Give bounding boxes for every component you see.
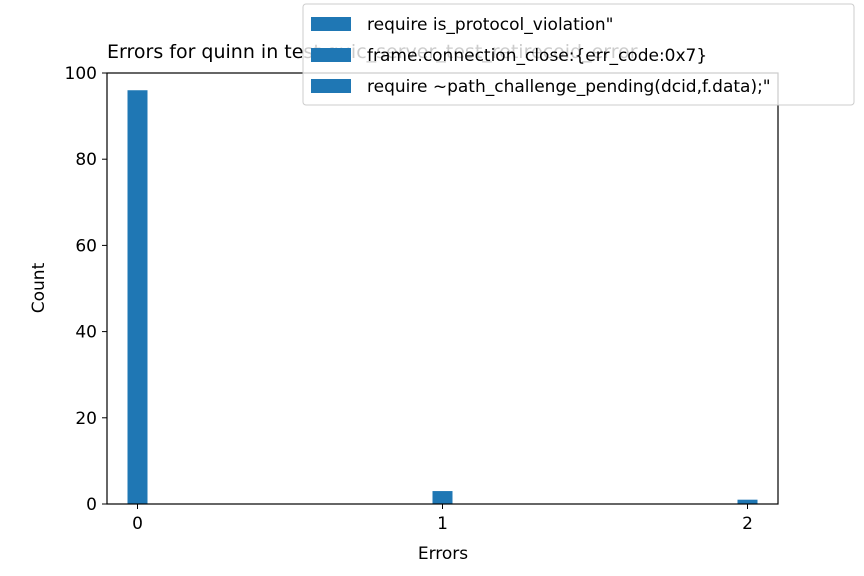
bar-2-0 (737, 499, 758, 504)
y-axis-ticks: 0 20 40 60 80 100 (65, 64, 107, 515)
axes-frame (106, 72, 779, 505)
x-tick-label: 2 (742, 514, 753, 534)
y-tick-label: 20 (75, 409, 97, 429)
x-tick-label: 1 (437, 514, 448, 534)
x-tick-label: 0 (132, 514, 143, 534)
x-axis-ticks: 0 1 2 (132, 504, 753, 534)
legend-swatch (311, 17, 351, 31)
legend-swatch (311, 79, 351, 93)
legend-label: require is_protocol_violation" (367, 15, 613, 35)
legend-label: frame.connection_close:{err_code:0x7} (367, 46, 707, 66)
legend: require is_protocol_violation" frame.conn… (302, 3, 855, 106)
bar-1-0 (432, 491, 453, 504)
legend-swatch (311, 48, 351, 62)
y-tick-label: 0 (86, 495, 97, 515)
y-tick-label: 40 (75, 323, 97, 343)
bar-0-0 (127, 90, 148, 505)
y-tick-label: 80 (75, 150, 97, 170)
y-tick-label: 100 (65, 64, 97, 84)
legend-label: require ~path_challenge_pending(dcid,f.d… (367, 77, 771, 97)
y-tick-label: 60 (75, 236, 97, 256)
legend-box (302, 3, 855, 106)
x-axis-label: Errors (418, 544, 468, 564)
plot-area (127, 90, 758, 505)
y-axis-label: Count (29, 262, 49, 313)
